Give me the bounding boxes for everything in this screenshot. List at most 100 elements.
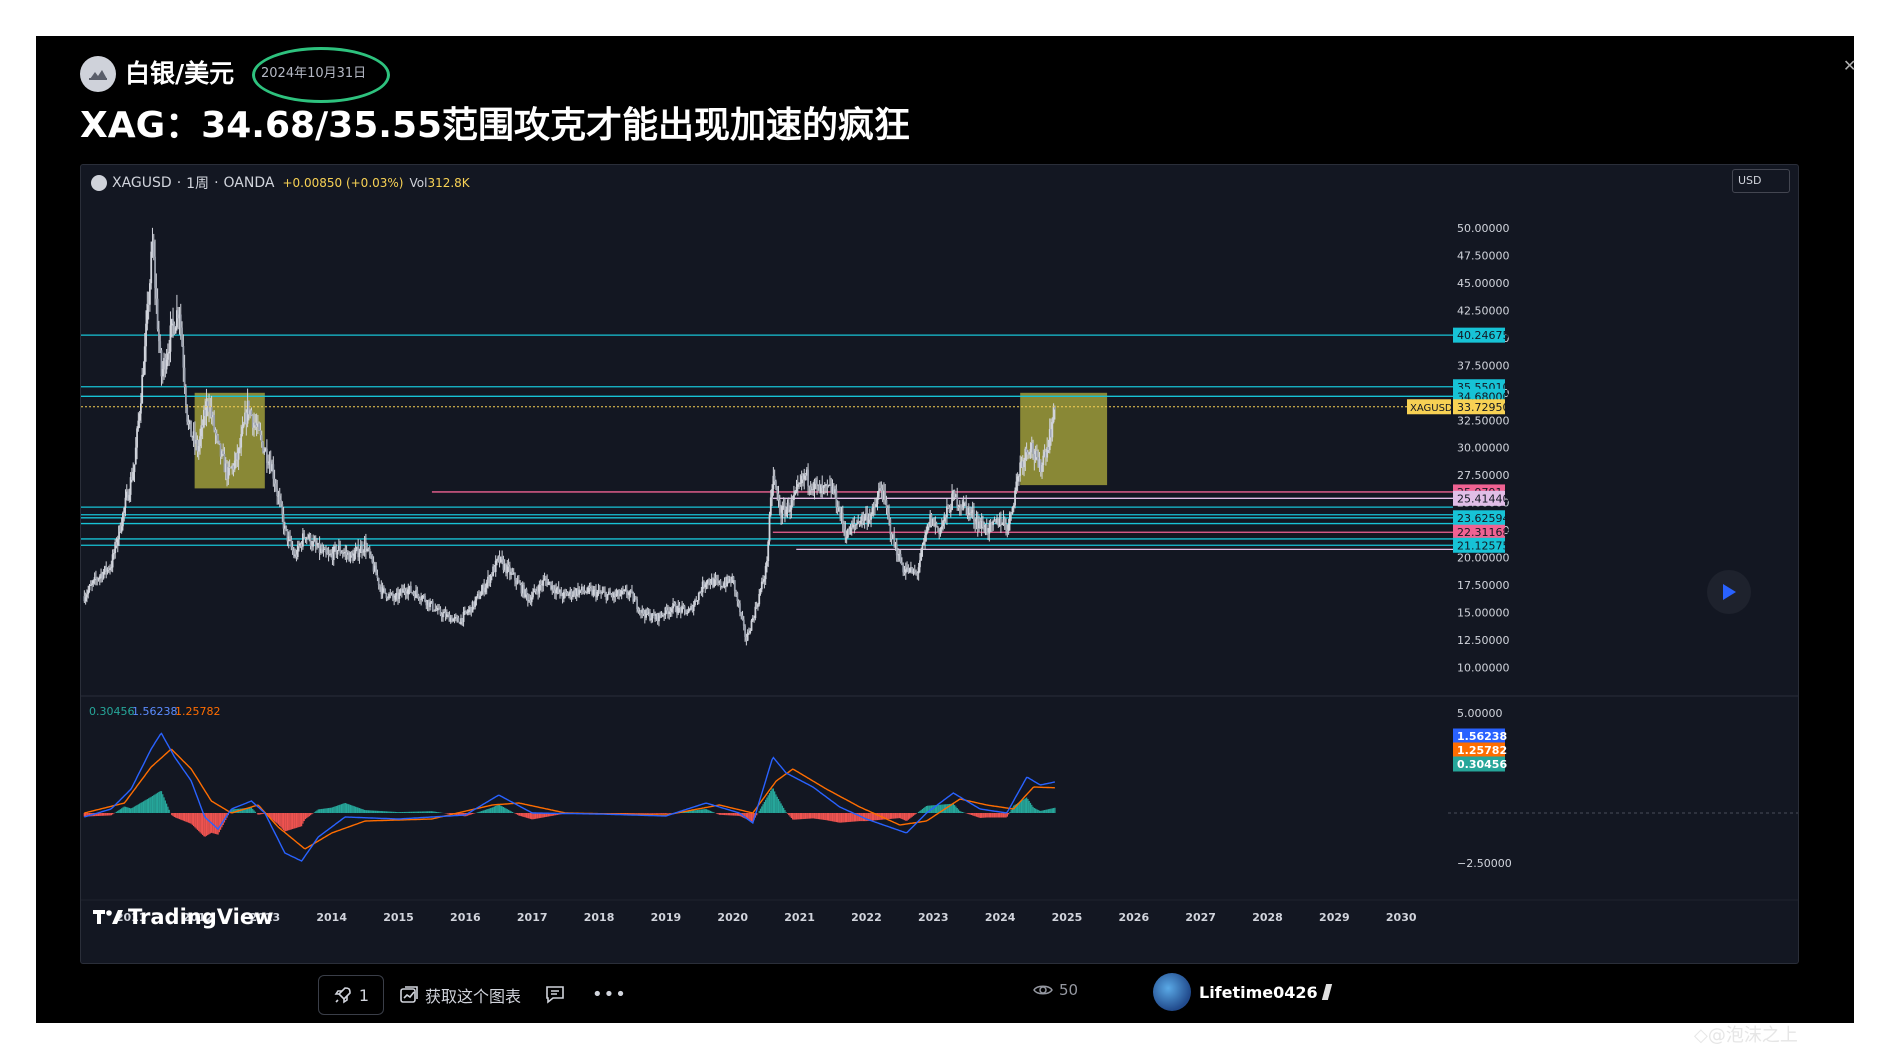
time-tick-label: 2016 <box>450 911 481 924</box>
candle-body <box>696 600 699 602</box>
chart-panel[interactable]: 0.30456 1.56238 1.25782 10.00000 12.50000 15… <box>80 164 1799 964</box>
close-icon[interactable]: ✕ <box>1843 56 1857 75</box>
candle-body <box>993 520 996 522</box>
time-tick-label: 2026 <box>1119 911 1150 924</box>
candle-body <box>883 491 885 500</box>
indicator-value: 0.30456 <box>89 705 135 718</box>
candle-body <box>962 501 965 509</box>
candle-body <box>799 483 802 484</box>
play-button[interactable] <box>1707 570 1751 614</box>
candle-body <box>859 520 862 525</box>
candle-body <box>352 555 354 561</box>
candle-body <box>420 598 423 600</box>
candle-body <box>339 545 342 553</box>
candle-body <box>742 619 745 626</box>
candle-body <box>674 603 677 612</box>
candle-body <box>625 589 628 595</box>
more-options-icon[interactable]: ••• <box>592 984 627 1005</box>
candle-body <box>829 484 831 486</box>
candle-body <box>362 551 365 553</box>
candle-body <box>692 605 695 612</box>
boost-button[interactable]: 1 <box>318 975 384 1015</box>
candle-body <box>267 463 270 466</box>
candle-body <box>587 586 590 593</box>
candle-body <box>310 545 313 547</box>
idea-frame: 白银/美元 2024年10月31日 XAG：34.68/35.55范围攻克才能出… <box>36 36 1854 1023</box>
tradingview-logo[interactable]: TradingView <box>93 905 273 929</box>
last-price-symbol-tag-bg <box>1407 399 1451 415</box>
candle-body <box>397 592 399 599</box>
price-tick-label: 30.00000 <box>1457 442 1510 455</box>
candle-body <box>665 607 668 611</box>
candle-body <box>100 573 102 577</box>
chart-legend[interactable]: XAGUSD · 1周 · OANDA +0.00850 (+0.03%) Vo… <box>91 173 470 193</box>
candle-body <box>340 552 343 554</box>
candle-body <box>811 489 813 491</box>
candle-body <box>708 579 710 584</box>
candle-body <box>816 483 818 485</box>
candle-body <box>314 541 317 546</box>
candle-body <box>184 387 187 406</box>
candle-body <box>361 546 363 553</box>
comment-button[interactable] <box>544 983 566 1009</box>
candle-body <box>1051 422 1054 438</box>
candle-body <box>305 537 308 539</box>
silver-symbol-icon <box>80 56 116 92</box>
candle-body <box>951 493 953 510</box>
candle-body <box>894 544 897 546</box>
candle-body <box>375 565 378 576</box>
candle-body <box>380 586 383 595</box>
candle-body <box>251 415 254 428</box>
candle-body <box>821 485 824 488</box>
level-price-tag-bg <box>1453 490 1505 506</box>
candle-body <box>359 546 362 553</box>
candle-body <box>323 549 326 550</box>
currency-selector[interactable]: USD <box>1732 169 1790 193</box>
symbol-name-link[interactable]: 白银/美元 <box>125 59 235 88</box>
candle-body <box>647 612 650 614</box>
candle-body <box>379 585 381 587</box>
candle-body <box>992 520 995 525</box>
chart-icon <box>400 986 418 1003</box>
candle-body <box>731 576 734 583</box>
candle-body <box>830 484 833 493</box>
candle-body <box>964 501 966 504</box>
view-count: 50 <box>1033 981 1078 999</box>
get-chart-button[interactable]: 获取这个图表 <box>399 977 521 1013</box>
candle-body <box>921 544 924 550</box>
candle-body <box>84 597 87 602</box>
candle-body <box>218 440 221 444</box>
candle-body <box>1048 429 1051 451</box>
candle-body <box>537 591 540 594</box>
candle-body <box>161 369 164 377</box>
candle-body <box>541 585 543 586</box>
candle-body <box>1021 461 1024 468</box>
candle-body <box>367 548 370 550</box>
candle-body <box>961 507 964 509</box>
candle-body <box>769 497 772 516</box>
candle-body <box>670 608 673 613</box>
candle-body <box>1039 459 1042 472</box>
author-link[interactable]: Lifetime0426 <box>1153 973 1332 1011</box>
legend-symbol: XAGUSD <box>112 175 172 191</box>
candle-body <box>1032 442 1034 455</box>
candle-body <box>451 617 453 622</box>
candle-body <box>678 605 681 608</box>
candle-body <box>890 534 893 539</box>
candle-body <box>879 488 881 491</box>
candle-body <box>114 542 117 554</box>
candle-body <box>709 583 712 585</box>
candle-body <box>366 548 369 552</box>
candle-body <box>730 579 732 583</box>
candle-body <box>780 512 782 519</box>
candle-body <box>893 534 896 546</box>
watermark-text: ◇@泡沫之上 <box>1694 1025 1798 1046</box>
signal-line <box>84 748 1055 850</box>
candle-body <box>263 451 266 453</box>
candle-body <box>766 561 768 567</box>
candle-body <box>517 580 520 583</box>
candle-body <box>888 512 890 520</box>
indicator-tick-label: −2.50000 <box>1457 857 1512 870</box>
price-tick-label: 12.50000 <box>1457 634 1510 647</box>
